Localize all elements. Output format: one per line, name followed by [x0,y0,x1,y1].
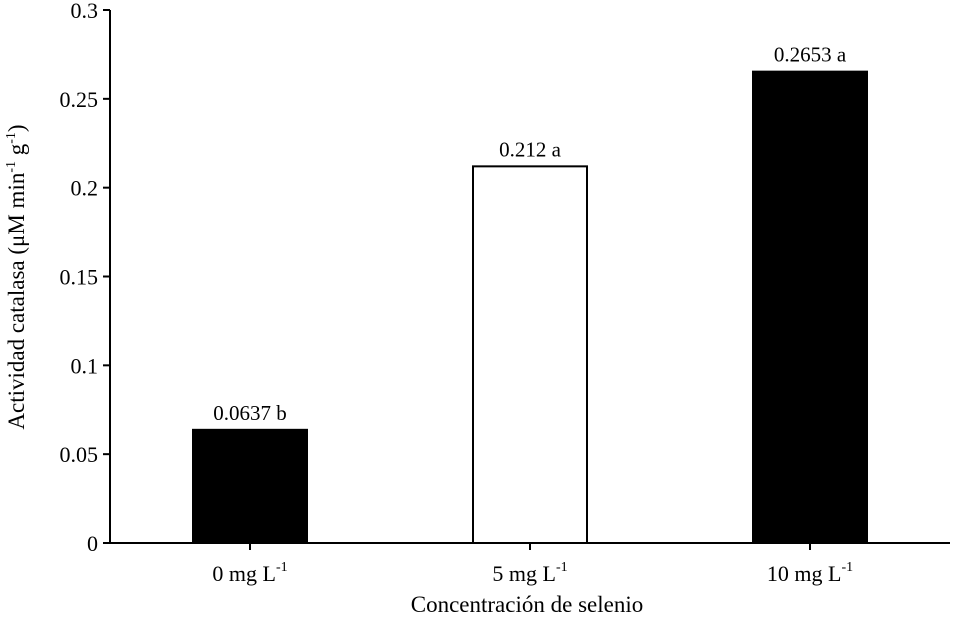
y-tick-label: 0 [87,531,98,556]
y-tick-label: 0.25 [60,87,99,112]
x-category-label: 5 mg L-1 [492,560,567,586]
y-tick-label: 0.1 [71,353,99,378]
x-axis: 0 mg L-1 5 mg L-1 10 mg L-1 [110,542,950,586]
data-label: 0.2653 a [774,43,847,67]
bar [192,428,308,544]
bars [192,70,868,544]
data-labels: 0.0637 b 0.212 a 0.2653 a [213,43,847,425]
x-category-label: 0 mg L-1 [212,560,287,586]
y-tick-label: 0.3 [71,0,99,23]
x-category-label: 10 mg L-1 [767,560,853,586]
data-label: 0.0637 b [213,401,287,425]
bar [752,70,868,544]
y-axis: 0 0.05 0.1 0.15 0.2 0.25 0.3 [60,0,111,556]
bar [472,165,588,544]
y-tick-label: 0.15 [60,265,99,290]
y-axis-title: Actividad catalasa (μM min-1 g-1) [4,124,29,429]
x-axis-title: Concentración de selenio [411,592,643,617]
data-label: 0.212 a [499,137,562,161]
y-tick-label: 0.05 [60,442,99,467]
y-tick-label: 0.2 [71,176,99,201]
